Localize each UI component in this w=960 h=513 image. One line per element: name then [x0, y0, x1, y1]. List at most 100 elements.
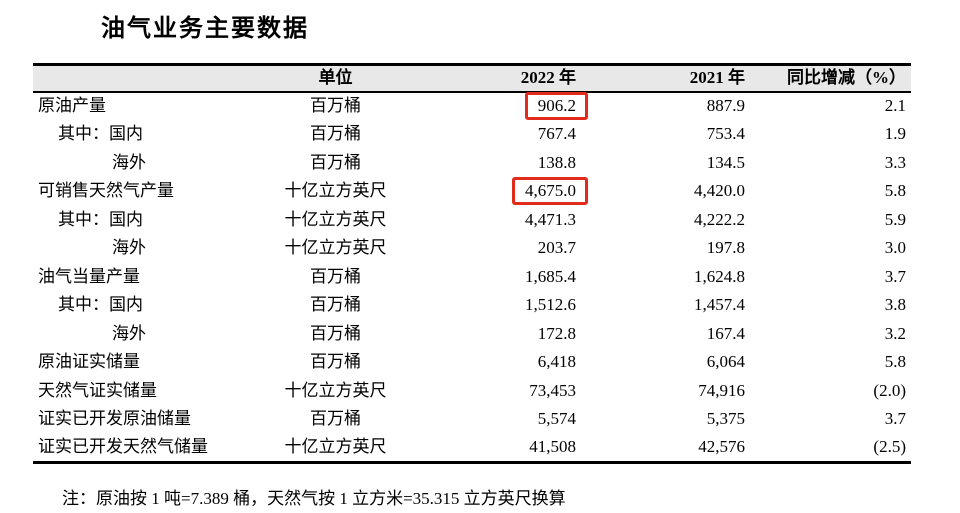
value-2022-cell: 6,418	[408, 348, 578, 377]
change-cell: 3.7	[884, 266, 906, 286]
table-row: 证实已开发原油储量 百万桶 5,574 5,375 3.7	[33, 405, 911, 434]
value-2021-cell: 74,916	[698, 380, 745, 400]
table-row: 天然气证实储量 十亿立方英尺 73,453 74,916 (2.0)	[33, 377, 911, 406]
table-row: 原油产量 百万桶 906.2 887.9 2.1	[33, 92, 911, 121]
value-text: 4,471.3	[525, 209, 576, 229]
value-2021-cell: 887.9	[706, 96, 745, 116]
header-year-2021: 2021 年	[578, 63, 747, 93]
change-cell: 3.7	[884, 409, 906, 429]
indicator-cell: 其中：国内	[58, 124, 143, 144]
value-2021-cell: 6,064	[706, 352, 745, 372]
change-cell: 3.2	[884, 323, 906, 343]
footnote: 注：原油按 1 吨=7.389 桶，天然气按 1 立方米=35.315 立方英尺…	[62, 489, 566, 508]
change-cell: 3.8	[884, 295, 906, 315]
table-row: 海外 百万桶 172.8 167.4 3.2	[33, 320, 911, 349]
table-row: 其中：国内 百万桶 1,512.6 1,457.4 3.8	[33, 291, 911, 320]
indicator-cell: 海外	[112, 152, 146, 172]
value-text: 203.7	[537, 238, 576, 258]
value-2022-cell: 1,685.4	[408, 263, 578, 292]
value-text: 6,418	[537, 352, 576, 372]
value-2022-cell: 203.7	[408, 234, 578, 263]
value-text: 767.4	[537, 124, 576, 144]
table-row: 海外 十亿立方英尺 203.7 197.8 3.0	[33, 234, 911, 263]
unit-cell: 百万桶	[310, 266, 361, 286]
indicator-cell: 原油产量	[38, 96, 106, 116]
header-year-2022: 2022 年	[408, 63, 578, 93]
unit-cell: 十亿立方英尺	[284, 181, 387, 201]
unit-cell: 十亿立方英尺	[284, 380, 387, 400]
indicator-cell: 证实已开发天然气储量	[33, 433, 263, 464]
value-text: 1,512.6	[525, 295, 576, 315]
unit-cell: 十亿立方英尺	[284, 209, 387, 229]
table-row: 海外 百万桶 138.8 134.5 3.3	[33, 149, 911, 178]
change-cell: 1.9	[884, 124, 906, 144]
value-2021-cell: 4,222.2	[694, 209, 745, 229]
unit-cell: 十亿立方英尺	[284, 238, 387, 258]
highlighted-value: 906.2	[524, 92, 589, 120]
change-cell: (2.5)	[747, 433, 911, 464]
table-row: 油气当量产量 百万桶 1,685.4 1,624.8 3.7	[33, 263, 911, 292]
indicator-cell: 油气当量产量	[38, 266, 140, 286]
indicator-cell: 其中：国内	[58, 295, 143, 315]
header-yoy-change: 同比增减（%）	[747, 63, 911, 93]
highlighted-value: 4,675.0	[512, 177, 588, 205]
unit-cell: 百万桶	[310, 323, 361, 343]
table-row: 可销售天然气产量 十亿立方英尺 4,675.0 4,420.0 5.8	[33, 177, 911, 206]
value-2021-cell: 1,624.8	[694, 266, 745, 286]
value-2021-cell: 134.5	[706, 152, 745, 172]
value-2022-cell: 1,512.6	[408, 291, 578, 320]
indicator-cell: 海外	[112, 323, 146, 343]
value-text: 172.8	[537, 323, 576, 343]
change-cell: 5.9	[884, 209, 906, 229]
header-indicator	[33, 63, 263, 93]
table-header-row: 单位 2022 年 2021 年 同比增减（%）	[33, 63, 911, 93]
value-2021-cell: 1,457.4	[694, 295, 745, 315]
value-2021-cell: 4,420.0	[694, 181, 745, 201]
indicator-cell: 其中：国内	[58, 209, 143, 229]
unit-cell: 百万桶	[310, 352, 361, 372]
table-row: 其中：国内 十亿立方英尺 4,471.3 4,222.2 5.9	[33, 206, 911, 235]
value-text: 1,685.4	[525, 266, 576, 286]
header-unit: 单位	[263, 63, 408, 93]
change-cell: (2.0)	[873, 380, 906, 400]
table-row: 原油证实储量 百万桶 6,418 6,064 5.8	[33, 348, 911, 377]
value-2022-cell: 4,675.0	[408, 177, 588, 206]
value-text: 5,574	[537, 409, 576, 429]
indicator-cell: 可销售天然气产量	[38, 181, 174, 201]
value-2022-cell: 172.8	[408, 320, 578, 349]
value-2022-cell: 5,574	[408, 405, 578, 434]
oil-gas-data-table: 单位 2022 年 2021 年 同比增减（%） 原油产量 百万桶 906.2 887…	[33, 63, 911, 464]
value-2021-cell: 753.4	[706, 124, 745, 144]
value-text: 138.8	[537, 152, 576, 172]
value-2021-cell: 167.4	[706, 323, 745, 343]
page-title: 油气业务主要数据	[101, 16, 309, 42]
value-text: 41,508	[529, 437, 576, 457]
value-2022-cell: 41,508	[408, 433, 578, 464]
indicator-cell: 证实已开发原油储量	[38, 409, 191, 429]
unit-cell: 百万桶	[310, 295, 361, 315]
indicator-cell: 原油证实储量	[38, 352, 140, 372]
table-body: 原油产量 百万桶 906.2 887.9 2.1 其中：国内 百万桶 767.4 753.4 1.…	[33, 92, 911, 464]
indicator-cell: 天然气证实储量	[38, 380, 157, 400]
indicator-cell: 海外	[112, 238, 146, 258]
unit-cell: 百万桶	[310, 124, 361, 144]
table-row: 证实已开发天然气储量 十亿立方英尺 41,508 42,576 (2.5)	[33, 433, 911, 464]
unit-cell: 十亿立方英尺	[263, 433, 408, 464]
value-2022-cell: 906.2	[408, 92, 589, 121]
value-2021-cell: 42,576	[578, 433, 747, 464]
value-2021-cell: 5,375	[706, 409, 745, 429]
value-2022-cell: 4,471.3	[408, 206, 578, 235]
value-text: 73,453	[529, 380, 576, 400]
value-2022-cell: 73,453	[408, 377, 578, 406]
unit-cell: 百万桶	[310, 409, 361, 429]
table-row: 其中：国内 百万桶 767.4 753.4 1.9	[33, 120, 911, 149]
value-2022-cell: 138.8	[408, 149, 578, 178]
change-cell: 3.3	[884, 152, 906, 172]
change-cell: 5.8	[884, 352, 906, 372]
change-cell: 5.8	[884, 181, 906, 201]
value-2021-cell: 197.8	[706, 238, 745, 258]
change-cell: 2.1	[884, 96, 906, 116]
unit-cell: 百万桶	[310, 96, 361, 116]
change-cell: 3.0	[884, 238, 906, 258]
